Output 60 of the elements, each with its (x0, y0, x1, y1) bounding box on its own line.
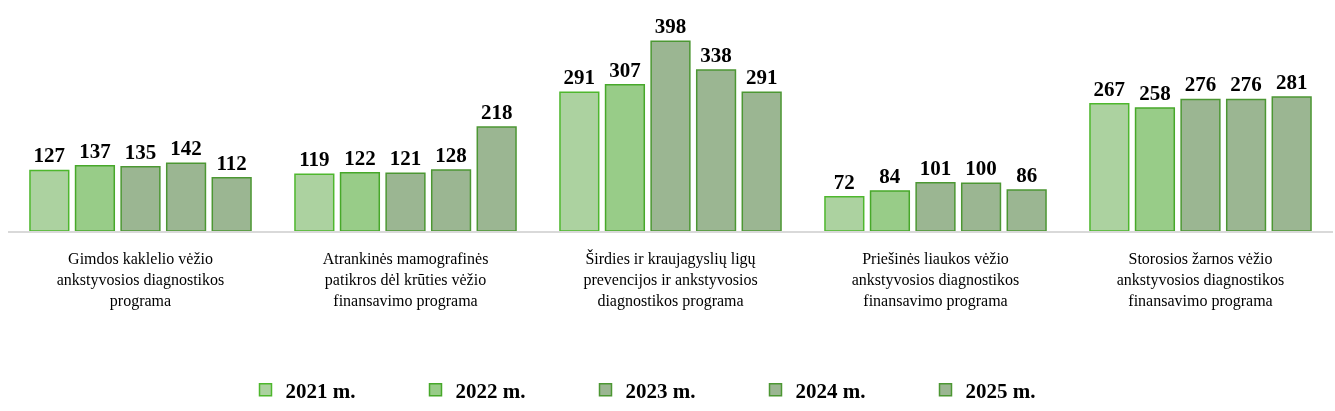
legend-label: 2023 m. (625, 378, 696, 403)
data-label: 128 (435, 143, 467, 168)
bar (695, 69, 737, 231)
legend-label: 2024 m. (795, 378, 866, 403)
data-label: 137 (79, 138, 111, 163)
bar (915, 182, 956, 231)
bar (430, 169, 472, 231)
bar (650, 40, 691, 231)
data-label: 267 (1093, 76, 1126, 101)
legend-label: 2022 m. (455, 378, 526, 403)
bar (211, 176, 252, 231)
bar (741, 91, 782, 231)
bar (824, 195, 865, 231)
bar (559, 91, 600, 231)
data-label: 122 (344, 145, 376, 170)
bar (385, 172, 426, 231)
data-label: 291 (745, 65, 778, 90)
bar (604, 83, 646, 231)
bar (1134, 107, 1176, 231)
x-tick-label: Priešinės liaukos vėžio ankstyvosios diagnostikos finansavimo programa (851, 250, 1020, 310)
data-label: 281 (1275, 70, 1308, 95)
bar (74, 164, 116, 231)
bar (869, 190, 911, 231)
bar (29, 169, 70, 231)
bar (960, 182, 1002, 231)
bar (1225, 98, 1267, 231)
bar (294, 173, 335, 231)
data-label: 101 (919, 155, 952, 180)
bar (165, 162, 207, 231)
data-label: 86 (1016, 163, 1038, 188)
data-label: 291 (563, 65, 596, 90)
bar (476, 126, 517, 231)
bar (1006, 189, 1047, 231)
bar (1180, 98, 1221, 231)
data-label: 100 (965, 156, 997, 181)
bar (120, 165, 161, 231)
legend-label: 2025 m. (965, 378, 1036, 403)
bar (1271, 96, 1312, 231)
data-label: 276 (1184, 72, 1217, 97)
data-label: 84 (879, 163, 901, 188)
data-label: 135 (124, 139, 157, 164)
data-label: 119 (299, 147, 330, 172)
bar (339, 172, 381, 231)
x-tick-label: Atrankinės mamografinės patikros dėl krūties vėžio finansavimo programa (322, 250, 489, 310)
data-label: 307 (609, 57, 641, 82)
data-label: 127 (33, 143, 66, 168)
data-label: 72 (833, 169, 855, 194)
x-tick-label: Gimdos kaklelio vėžio ankstyvosios diagnostikos programa (56, 250, 225, 310)
data-label: 338 (700, 42, 732, 67)
x-tick-label: Širdies ir kraujagyslių ligų prevencijos ir ankstyvosios diagnostikos programa (583, 249, 758, 310)
data-label: 218 (480, 100, 513, 125)
data-label: 398 (654, 14, 687, 39)
data-label: 121 (389, 146, 422, 171)
x-tick-label: Storosios žarnos vėžio ankstyvosios diagnostikos finansavimo programa (1116, 250, 1285, 310)
data-label: 142 (170, 136, 202, 161)
legend-label: 2021 m. (285, 378, 356, 403)
data-label: 276 (1230, 72, 1262, 97)
data-label: 258 (1139, 81, 1171, 106)
bar (1089, 103, 1130, 231)
data-label: 112 (216, 150, 247, 175)
